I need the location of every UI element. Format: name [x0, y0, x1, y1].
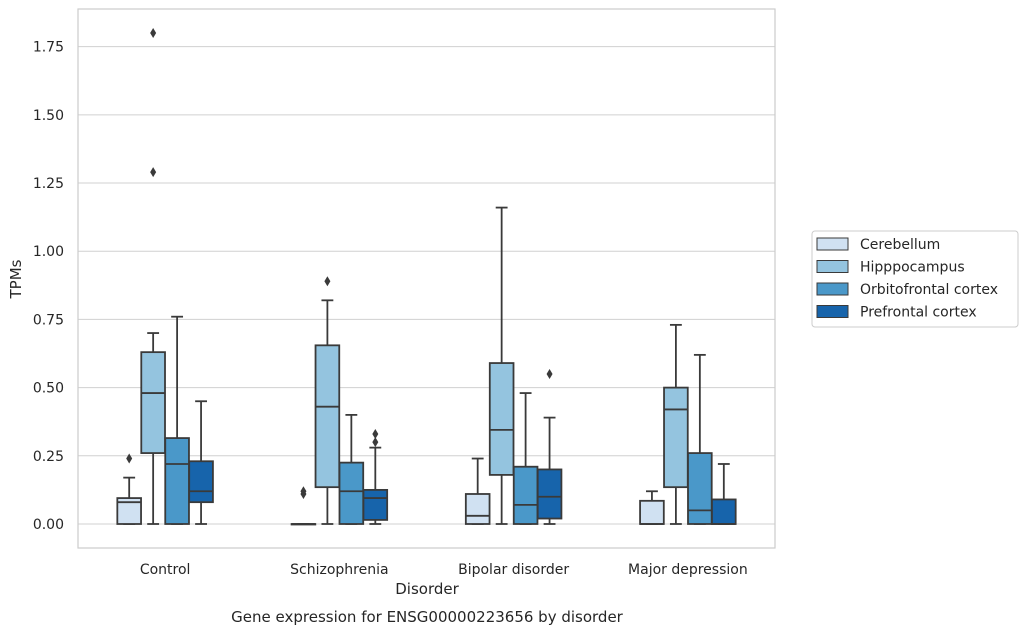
x-tick-label: Schizophrenia: [290, 562, 388, 578]
box-body: [464, 493, 491, 525]
box-body: [362, 488, 389, 521]
legend-frame: [811, 230, 1019, 328]
box-body: [314, 344, 341, 489]
box-plots: [116, 28, 737, 526]
box-body: [687, 452, 713, 525]
legend-swatch: [816, 282, 849, 296]
outlier-point: [300, 486, 307, 497]
outlier-point: [372, 437, 379, 448]
x-tick-label: Major depression: [628, 562, 748, 578]
legend-label: Hipppocampus: [860, 260, 965, 276]
y-axis-label: TPMs: [7, 259, 25, 299]
legend-label: Cerebellum: [860, 237, 940, 253]
outlier-point: [150, 28, 157, 39]
legend-swatch: [816, 237, 849, 251]
x-tick-label: Bipolar disorder: [458, 562, 569, 578]
box-0-1: [290, 486, 317, 526]
box-1-1: [314, 276, 341, 525]
box-1-0: [140, 28, 166, 525]
y-tick-label: 0.00: [33, 517, 64, 533]
box-3-1: [362, 428, 389, 525]
box-body: [639, 499, 665, 525]
legend-swatch: [816, 305, 849, 318]
y-tick-label: 1.75: [33, 40, 64, 56]
box-body: [140, 351, 166, 454]
legend-label: Orbitofrontal cortex: [860, 282, 998, 298]
box-body: [188, 460, 214, 504]
box-body: [711, 498, 737, 525]
y-axis-ticks: 0.00 0.25 0.50 0.75 1.00 1.25 1.50 1.75: [33, 40, 64, 533]
box-3-2: [536, 368, 563, 525]
box-2-0: [164, 315, 190, 525]
outlier-point: [372, 428, 379, 439]
y-tick-label: 1.25: [33, 176, 64, 192]
chart-caption: Gene expression for ENSG00000223656 by d…: [231, 608, 624, 626]
plot-frame: [77, 8, 776, 549]
legend-label: Prefrontal cortex: [860, 305, 977, 321]
box-3-3: [711, 463, 737, 525]
grid-lines: [78, 46, 775, 525]
outlier-point: [324, 276, 331, 287]
box-body: [116, 497, 142, 525]
box-1-3: [663, 323, 689, 525]
x-axis-ticks: Control Schizophrenia Bipolar disorder Majo…: [140, 562, 748, 578]
box-body: [164, 437, 190, 525]
y-tick-label: 0.50: [33, 381, 64, 397]
y-tick-label: 0.75: [33, 312, 64, 328]
box-body: [488, 362, 515, 476]
box-body: [512, 465, 539, 525]
x-axis-label: Disorder: [395, 580, 459, 598]
x-tick-label: Control: [140, 562, 191, 578]
box-3-0: [188, 400, 214, 525]
box-0-3: [639, 490, 665, 525]
outlier-point: [546, 368, 553, 379]
outlier-point: [150, 167, 157, 178]
box-0-2: [464, 457, 491, 525]
box-body: [663, 386, 689, 489]
y-tick-label: 1.50: [33, 108, 64, 124]
legend: Cerebellum Hipppocampus Orbitofrontal cort…: [811, 230, 1019, 328]
box-body: [536, 468, 563, 520]
box-body: [338, 461, 365, 525]
box-2-2: [512, 392, 539, 525]
box-1-2: [488, 206, 515, 525]
box-2-1: [338, 413, 365, 525]
y-tick-label: 0.25: [33, 449, 64, 465]
y-tick-label: 1.00: [33, 244, 64, 260]
outlier-point: [126, 453, 133, 464]
box-0-0: [116, 453, 142, 525]
legend-swatch: [816, 260, 849, 273]
box-2-3: [687, 353, 713, 525]
